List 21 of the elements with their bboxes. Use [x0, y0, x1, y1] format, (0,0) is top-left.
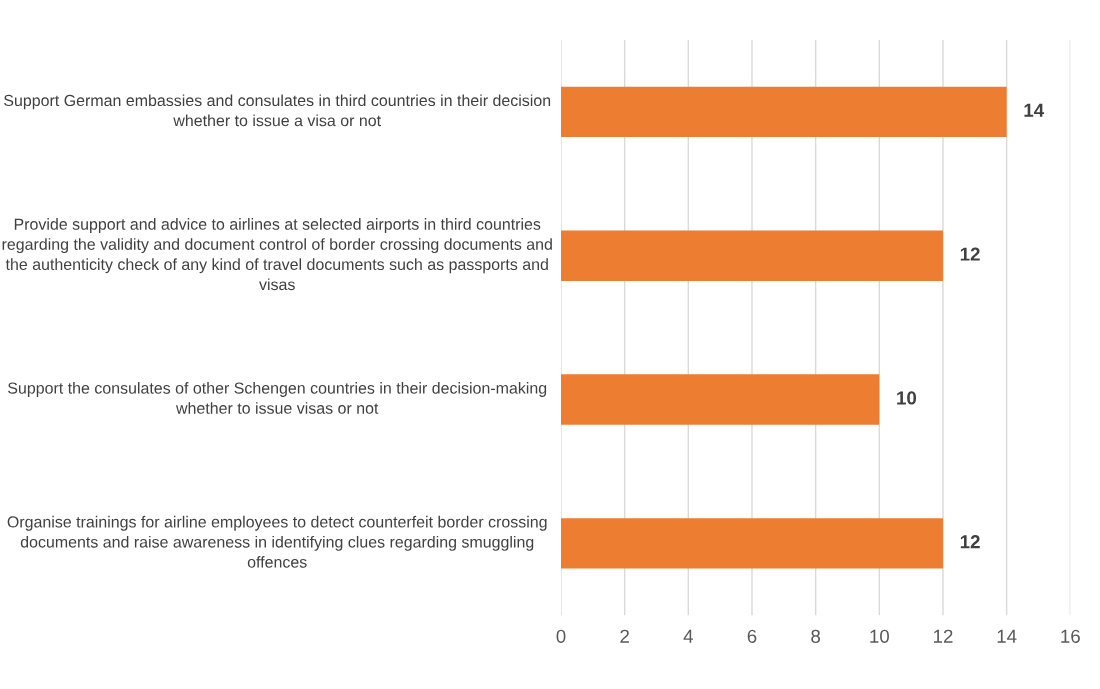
data-label: 14 — [1024, 103, 1045, 117]
x-tick-label: 6 — [747, 629, 757, 643]
y-tick-label: Support German embassies and consulates in third countries in their decision whether to issue a visa or not — [4, 94, 551, 127]
bar — [561, 518, 943, 569]
bar — [561, 86, 1007, 138]
x-tick-label: 2 — [620, 629, 629, 643]
y-tick-label: Provide support and advice to airlines at selected airports in third countries regarding the validity and document control of border crossing documents and the authenticity check of any kind of travel documents such as passports and visas — [2, 218, 552, 291]
y-tick-label: Organise trainings for airline employees to detect counterfeit border crossing documents and raise awareness in identifying clues regarding smuggling offences — [7, 515, 547, 568]
x-tick-label: 10 — [870, 629, 890, 643]
data-label: 12 — [960, 535, 980, 549]
x-tick-label: 4 — [683, 629, 693, 643]
bar — [561, 374, 880, 425]
x-tick-label: 12 — [933, 629, 953, 643]
data-label: 10 — [897, 391, 917, 405]
y-tick-label: Support the consulates of other Schengen countries in their decision-making whether to issue visas or not — [8, 382, 547, 414]
data-label: 12 — [960, 247, 980, 261]
x-tick-label: 14 — [997, 629, 1017, 643]
x-tick-label: 0 — [556, 629, 566, 643]
x-tick-label: 16 — [1061, 629, 1080, 643]
x-tick-label: 8 — [811, 629, 821, 643]
bar — [561, 230, 943, 281]
